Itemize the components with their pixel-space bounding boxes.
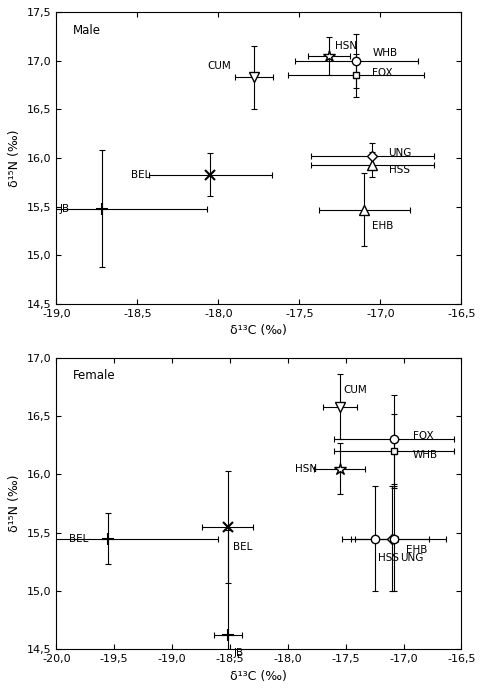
Text: Female: Female — [73, 370, 115, 383]
Text: EHB: EHB — [406, 545, 427, 555]
Text: Male: Male — [73, 24, 101, 37]
Text: HSS: HSS — [378, 553, 399, 563]
Text: WHB: WHB — [413, 450, 438, 460]
Y-axis label: δ¹⁵N (‰): δ¹⁵N (‰) — [8, 129, 21, 187]
Text: UNG: UNG — [389, 148, 412, 158]
Text: FOX: FOX — [372, 68, 393, 77]
Text: HSN: HSN — [295, 464, 317, 473]
Text: BEL: BEL — [69, 533, 89, 544]
Text: CUM: CUM — [343, 386, 367, 395]
Text: JB: JB — [59, 204, 69, 214]
Text: EHB: EHB — [372, 221, 393, 231]
Y-axis label: δ¹⁵N (‰): δ¹⁵N (‰) — [8, 475, 21, 532]
Text: HSN: HSN — [335, 41, 357, 51]
Text: WHB: WHB — [372, 48, 397, 58]
Text: HSS: HSS — [389, 164, 409, 175]
Text: CUM: CUM — [208, 61, 231, 70]
Text: FOX: FOX — [413, 431, 434, 441]
Text: UNG: UNG — [400, 553, 424, 563]
X-axis label: δ¹³C (‰): δ¹³C (‰) — [230, 670, 287, 683]
X-axis label: δ¹³C (‰): δ¹³C (‰) — [230, 324, 287, 337]
Text: BEL: BEL — [131, 169, 151, 180]
Text: BEL: BEL — [233, 542, 253, 551]
Text: JB: JB — [233, 647, 243, 658]
